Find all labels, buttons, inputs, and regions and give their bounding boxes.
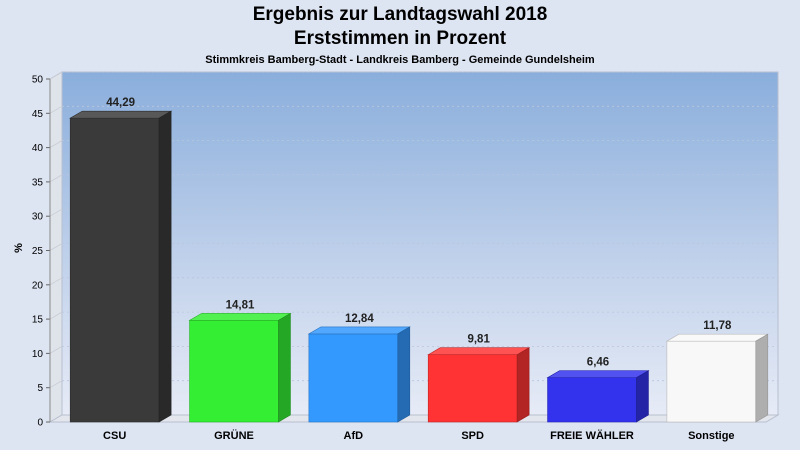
data-label: 14,81: [226, 299, 255, 311]
x-tick-label: Sonstige: [688, 430, 734, 442]
data-label: 11,78: [703, 320, 732, 332]
bar-top: [188, 313, 292, 321]
y-tick-label: 45: [32, 109, 44, 120]
y-tick-label: 0: [37, 418, 43, 429]
gridline-side: [49, 311, 63, 320]
y-axis-label: %: [13, 243, 25, 253]
bar-side: [278, 312, 291, 423]
bar: [308, 333, 399, 423]
bar: [189, 320, 279, 423]
gridline-side: [49, 277, 63, 286]
chart-subtitle: Stimmkreis Bamberg-Stadt - Landkreis Bam…: [205, 54, 595, 66]
bar: [547, 377, 637, 423]
x-tick-label: GRÜNE: [214, 429, 254, 442]
chart-title: Ergebnis zur Landtagswahl 2018: [252, 4, 548, 25]
bar-top: [665, 333, 769, 342]
gridline-side: [49, 380, 63, 389]
gridline-side: [49, 140, 63, 148]
bar-side: [755, 333, 769, 423]
bar: [69, 117, 160, 423]
y-tick-label: 25: [32, 246, 44, 257]
y-tick-label: 35: [32, 177, 44, 188]
bar-top: [546, 370, 650, 378]
y-tick-label: 50: [32, 75, 44, 86]
gridline-side: [49, 243, 63, 251]
x-tick-label: CSU: [103, 430, 126, 442]
gridline-side: [49, 71, 63, 80]
x-tick-label: FREIE WÄHLER: [550, 429, 634, 442]
gridline-side: [49, 208, 63, 217]
bar-top: [307, 326, 411, 335]
x-tick-label: AfD: [344, 430, 364, 442]
y-tick-label: 5: [37, 383, 43, 394]
bar-side: [397, 326, 411, 423]
data-label: 44,29: [106, 97, 135, 109]
bar-side: [516, 347, 530, 423]
gridline-side: [49, 105, 63, 114]
bar-side: [636, 370, 649, 423]
y-tick-label: 30: [32, 212, 44, 223]
bar: [666, 340, 757, 423]
data-label: 9,81: [467, 334, 490, 346]
bar: [427, 354, 518, 423]
y-tick-label: 20: [32, 280, 44, 291]
gridline-side: [49, 346, 63, 354]
y-tick-label: 40: [32, 143, 44, 154]
bar-top: [69, 110, 173, 119]
gridline-side: [49, 174, 63, 183]
bar-top: [427, 347, 531, 356]
y-tick-label: 15: [32, 315, 44, 326]
x-tick-label: SPD: [461, 430, 484, 442]
data-label: 6,46: [587, 357, 609, 369]
y-tick-label: 10: [32, 349, 44, 360]
bar-side: [158, 110, 172, 423]
chart-title-line2: Erststimmen in Prozent: [293, 28, 507, 49]
data-label: 12,84: [345, 313, 374, 325]
